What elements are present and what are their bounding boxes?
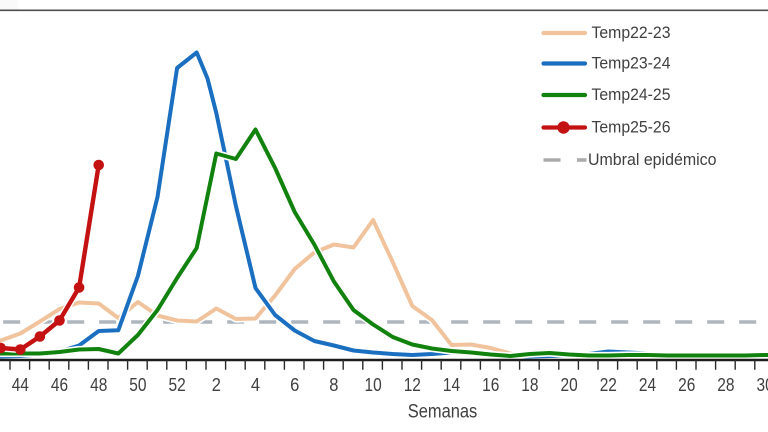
svg-text:28: 28: [717, 375, 734, 395]
svg-text:10: 10: [365, 375, 382, 395]
svg-text:6: 6: [290, 375, 299, 395]
svg-text:4: 4: [251, 375, 260, 395]
svg-text:30: 30: [757, 375, 768, 395]
svg-text:Umbral epidémico: Umbral epidémico: [588, 150, 717, 169]
svg-text:52: 52: [169, 375, 186, 395]
svg-text:Temp24-25: Temp24-25: [592, 85, 671, 104]
svg-text:Temp22-23: Temp22-23: [592, 23, 671, 42]
svg-text:22: 22: [600, 375, 617, 395]
svg-text:50: 50: [129, 375, 146, 395]
svg-text:26: 26: [678, 375, 695, 395]
svg-text:16: 16: [482, 375, 499, 395]
svg-text:14: 14: [443, 375, 460, 395]
svg-text:Temp23-24: Temp23-24: [592, 53, 671, 72]
svg-text:Semanas: Semanas: [408, 402, 478, 423]
svg-text:48: 48: [90, 375, 107, 395]
svg-text:2: 2: [212, 375, 221, 395]
svg-text:12: 12: [404, 375, 421, 395]
svg-text:20: 20: [561, 375, 578, 395]
svg-text:8: 8: [329, 375, 338, 395]
svg-text:44: 44: [12, 375, 29, 395]
svg-text:18: 18: [521, 375, 538, 395]
svg-text:Temp25-26: Temp25-26: [592, 117, 671, 136]
svg-text:24: 24: [639, 375, 656, 395]
svg-text:46: 46: [51, 375, 68, 395]
